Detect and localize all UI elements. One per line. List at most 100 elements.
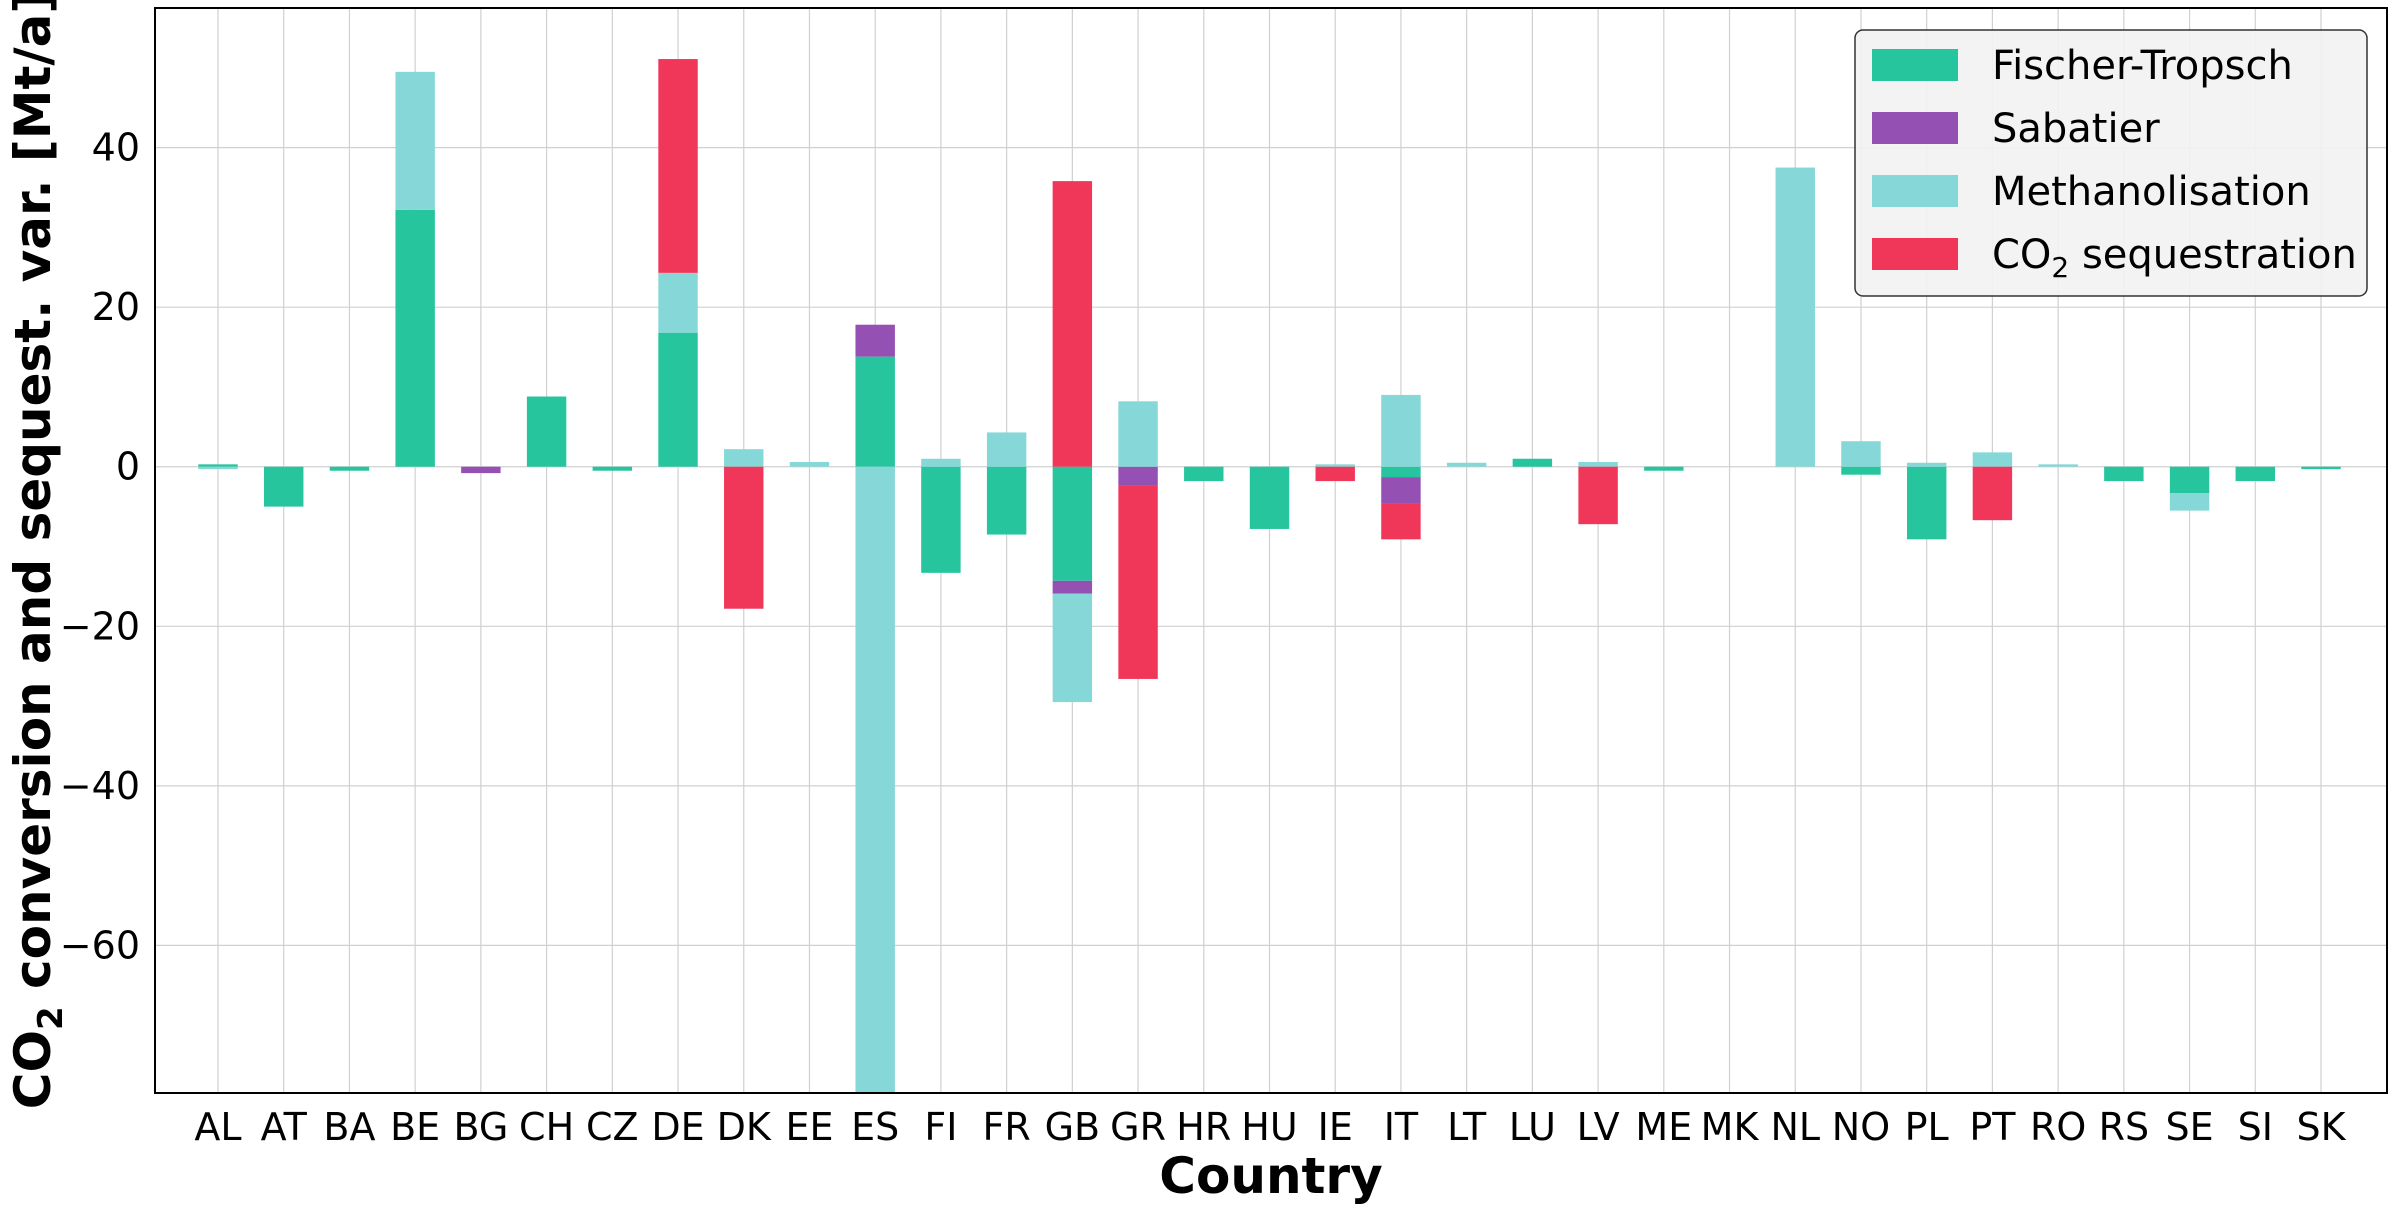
bar-sk-series-0 [2301,466,2341,470]
bar-gr-series-3 [1118,485,1158,679]
x-tick-label: LT [1447,1105,1487,1149]
x-tick-label: CZ [586,1105,639,1149]
y-tick-label: −40 [60,764,140,808]
bar-fr-series-2 [986,432,1027,467]
bar-pt-series-2 [1972,452,2013,467]
bar-si-series-0 [2235,466,2275,482]
legend-swatch [1872,112,1958,144]
bar-al-series-0 [198,464,238,467]
bar-gb-series-0 [1052,466,1093,581]
bar-it-series-1 [1381,477,1421,504]
bar-es-series-2 [855,466,895,1093]
bar-es-series-1 [855,324,895,357]
y-tick-label: −60 [60,923,140,967]
x-tick-label: FI [924,1105,957,1149]
bar-ee-series-2 [789,461,830,467]
bar-no-series-2 [1841,441,1881,467]
bar-it-series-2 [1381,394,1421,467]
legend-swatch [1872,175,1958,207]
plot-frame [154,7,2388,1094]
bar-rs-series-0 [2104,466,2144,482]
legend-swatch [1872,238,1958,270]
x-tick-label: IT [1384,1105,1419,1149]
bar-no-series-0 [1841,466,1881,475]
bar-pl-series-2 [1906,462,1947,467]
x-tick-label: PT [1969,1105,2016,1149]
legend: Fischer-Tropsch Sabatier Methanolisation CO… [1854,29,2368,297]
bar-me-series-0 [1644,466,1684,471]
bar-lv-series-3 [1578,466,1618,525]
x-tick-label: IE [1318,1105,1353,1149]
bar-pl-series-0 [1906,466,1947,540]
x-tick-label: ES [851,1105,899,1149]
x-tick-label: DE [651,1105,704,1149]
x-tick-label: BG [453,1105,508,1149]
legend-swatch [1872,49,1958,81]
bar-fi-series-0 [921,466,961,573]
bar-ie-series-2 [1315,464,1355,467]
bar-lt-series-2 [1446,462,1487,467]
bar-cz-series-0 [592,466,633,471]
x-tick-label: EE [785,1105,833,1149]
bar-se-series-0 [2169,466,2210,494]
bar-pt-series-3 [1972,466,2013,521]
legend-item: Methanolisation [1872,169,2311,215]
legend-label: Methanolisation [1992,169,2311,215]
legend-item: Sabatier [1872,106,2160,152]
bar-se-series-2 [2169,493,2210,511]
x-tick-label: DK [717,1105,772,1149]
bar-al-series-2 [198,466,238,470]
x-tick-labels: AL AT BA BE BG CH CZ DE DK EE ES FI FR GB GR HR HU IE IT LT… [194,1105,2346,1149]
x-tick-label: NO [1832,1105,1890,1149]
legend-label: CO2 sequestration [1992,232,2357,284]
y-tick-label: −20 [60,604,140,648]
legend-item: Fischer-Tropsch [1872,43,2293,89]
bar-it-series-3 [1381,503,1421,540]
legend-label: Fischer-Tropsch [1992,43,2293,89]
y-tick-label: 20 [92,285,140,329]
x-tick-label: RS [2099,1105,2150,1149]
bar-be-series-0 [395,209,435,467]
x-tick-label: HR [1176,1105,1231,1149]
bar-ch-series-0 [526,396,567,467]
bar-de-series-3 [658,59,698,273]
bar-de-series-2 [658,272,698,333]
x-tick-label: RO [2030,1105,2086,1149]
x-tick-label: LU [1509,1105,1556,1149]
x-tick-label: AL [194,1105,241,1149]
x-tick-label: GR [1110,1105,1166,1149]
bar-es-series-0 [855,356,895,467]
bar-hr-series-0 [1184,466,1224,482]
bar-gb-series-3 [1052,181,1093,467]
bars [198,59,2341,1093]
x-tick-label: FR [982,1105,1030,1149]
x-tick-label: AT [261,1105,308,1149]
bar-dk-series-3 [724,466,764,609]
x-tick-label: MK [1701,1105,1760,1149]
bar-gr-series-2 [1118,401,1158,467]
x-tick-label: HU [1241,1105,1297,1149]
y-tick-label: 40 [92,126,140,170]
legend-item: CO2 sequestration [1872,232,2357,284]
grid [155,8,2387,1093]
x-tick-label: BA [323,1105,375,1149]
bar-gb-series-1 [1052,580,1093,594]
x-tick-label: ME [1635,1105,1692,1149]
x-tick-label: CH [519,1105,574,1149]
x-tick-label: LV [1577,1105,1620,1149]
legend-label: Sabatier [1992,106,2160,152]
x-tick-label: NL [1770,1105,1820,1149]
x-tick-label: BE [390,1105,440,1149]
bar-be-series-2 [395,71,435,210]
y-axis-label: CO2 conversion and sequest. var. [Mt/a] [4,0,71,1109]
bar-ba-series-0 [329,466,370,471]
bar-hu-series-0 [1249,466,1290,529]
bar-gb-series-2 [1052,593,1093,703]
x-tick-label: SE [2165,1105,2213,1149]
bar-ie-series-3 [1315,466,1355,482]
bar-fi-series-2 [921,458,961,467]
x-axis-label: Country [1159,1147,1382,1205]
x-tick-label: PL [1905,1105,1949,1149]
bar-fr-series-0 [986,466,1027,535]
